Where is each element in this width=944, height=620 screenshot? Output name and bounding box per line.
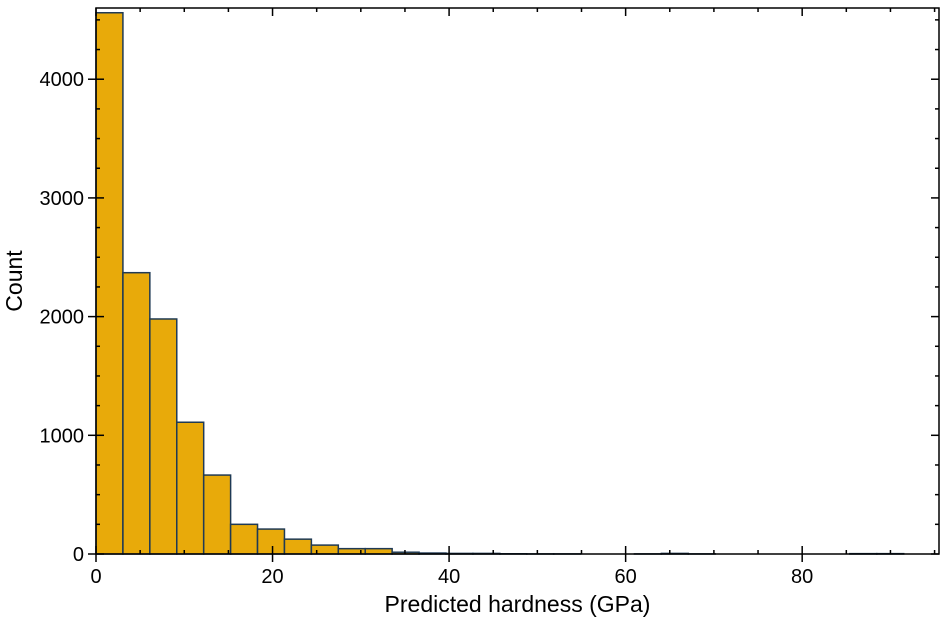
bars-group (95, 11, 905, 555)
x-axis-title: Predicted hardness (GPa) (385, 591, 651, 617)
y-tick-label: 1000 (40, 425, 85, 447)
x-tick-label: 20 (261, 566, 283, 588)
histogram-bar (283, 538, 313, 555)
ticks-group (88, 8, 939, 562)
histogram-bar (364, 547, 393, 555)
y-tick-label: 0 (73, 544, 84, 566)
histogram-bar (95, 11, 124, 555)
histogram-bar (310, 544, 340, 555)
y-tick-label: 3000 (40, 188, 85, 210)
x-tick-label: 40 (438, 566, 460, 588)
histogram-bar (176, 421, 205, 555)
histogram-bar (149, 318, 178, 555)
x-tick-label: 60 (615, 566, 637, 588)
y-tick-label: 2000 (40, 307, 85, 329)
x-tick-label: 80 (791, 566, 813, 588)
y-axis-title: Count (1, 250, 27, 312)
x-tick-label: 0 (90, 566, 101, 588)
histogram-bar (202, 474, 232, 555)
y-tick-label: 4000 (40, 69, 85, 91)
tick-labels-group: 0 20 40 60 80 0 1000 2000 3000 4000 (40, 69, 814, 588)
plot-frame (95, 7, 940, 555)
histogram-bar (229, 523, 259, 555)
histogram-bar (122, 271, 151, 555)
histogram-bar (256, 528, 286, 555)
